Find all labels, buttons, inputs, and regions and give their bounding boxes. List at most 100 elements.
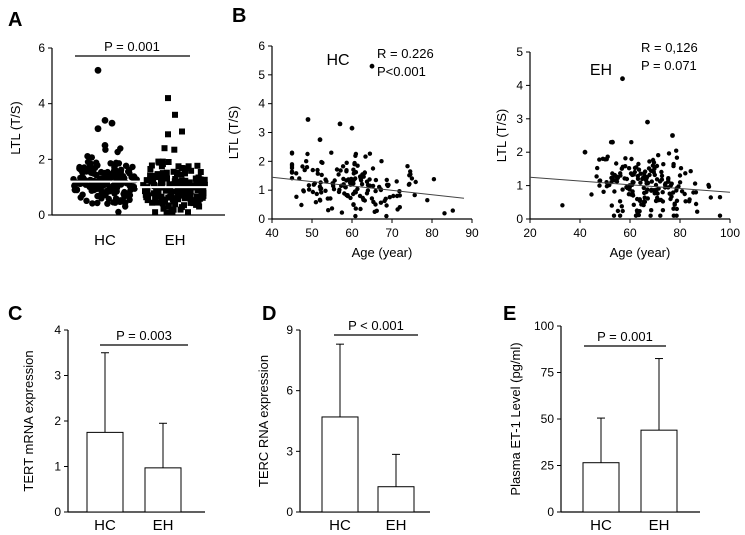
x-tick-label: 100 [720, 226, 740, 240]
bar [377, 486, 415, 513]
data-point [371, 199, 376, 205]
data-point [317, 137, 323, 143]
data-point [310, 189, 316, 195]
data-point [169, 196, 176, 203]
data-point [717, 195, 723, 200]
data-point [300, 164, 305, 169]
data-point [353, 176, 358, 181]
data-point [76, 163, 83, 171]
data-point [649, 208, 654, 213]
bar [86, 431, 124, 513]
y-tick-label: 4 [516, 78, 523, 92]
panel-d-terc-bar-chart: 0 3 6 9 TERC RNA expression HC EH P < 0.001 [256, 318, 430, 534]
data-point [337, 121, 343, 127]
y-tick-label: 0 [547, 505, 554, 519]
stat-label: P<0.001 [377, 64, 426, 79]
data-point [107, 171, 115, 178]
data-point [148, 162, 155, 169]
data-point [200, 186, 207, 193]
data-point [343, 185, 348, 190]
data-point [683, 199, 688, 204]
data-point [582, 149, 588, 155]
data-point [597, 178, 603, 183]
data-point [294, 194, 299, 199]
data-point [678, 166, 684, 171]
data-point [695, 209, 700, 214]
data-point [93, 159, 100, 166]
data-point [609, 175, 614, 181]
data-point [641, 202, 646, 208]
data-point [666, 176, 671, 181]
y-tick-label: 0 [258, 212, 265, 226]
bar [144, 467, 182, 513]
data-point [708, 195, 713, 200]
data-point [113, 195, 120, 203]
data-point [86, 183, 94, 190]
x-tick-label: 80 [425, 226, 439, 240]
data-point [142, 191, 149, 198]
data-point [619, 204, 624, 209]
data-point [617, 199, 623, 204]
data-point [370, 166, 376, 171]
data-point [305, 151, 310, 157]
data-point [378, 200, 384, 205]
data-point [693, 201, 699, 207]
data-point [182, 186, 189, 193]
data-point [149, 199, 156, 206]
data-point [609, 203, 614, 208]
data-point [94, 125, 102, 133]
data-point [340, 164, 346, 169]
y-tick-label: 4 [54, 323, 61, 337]
y-axis-label: LTL (T/S) [8, 101, 23, 154]
data-point [71, 186, 79, 194]
data-point [614, 161, 619, 166]
data-point [679, 189, 685, 194]
y-tick-label: 0 [38, 208, 45, 222]
data-point [655, 191, 660, 196]
data-point [114, 148, 121, 156]
x-axis-label: Age (year) [352, 245, 413, 260]
y-tick-label: 3 [258, 126, 265, 140]
data-point [425, 198, 430, 203]
data-point [165, 202, 172, 209]
stat-label: R = 0.226 [377, 46, 434, 61]
data-point [94, 199, 101, 207]
data-point [622, 176, 627, 181]
data-point [318, 186, 324, 191]
data-point [111, 190, 118, 197]
data-point [397, 205, 402, 210]
x-tick-label: 90 [465, 226, 479, 240]
data-point [359, 182, 365, 187]
trend-line [271, 176, 465, 199]
y-tick-label: 0 [54, 505, 61, 519]
data-point [612, 189, 617, 194]
data-point [129, 163, 136, 171]
data-point [297, 176, 302, 181]
data-point [306, 187, 312, 192]
data-point [140, 182, 147, 189]
data-point [306, 183, 312, 188]
y-tick-label: 3 [286, 444, 293, 458]
data-point [162, 196, 168, 203]
data-point [117, 168, 125, 176]
data-point [345, 193, 350, 198]
x-category-label: HC [590, 517, 612, 534]
data-point [299, 202, 304, 208]
data-point [560, 203, 565, 208]
data-point [193, 201, 200, 208]
data-point [178, 165, 185, 171]
data-point [631, 180, 636, 185]
data-point [674, 206, 679, 212]
data-point [165, 131, 171, 138]
data-point [353, 213, 358, 219]
y-tick-label: 1 [516, 179, 523, 193]
data-point [629, 140, 634, 145]
data-point [672, 202, 677, 207]
data-point [103, 187, 111, 194]
data-point [89, 200, 96, 207]
data-point [318, 198, 323, 203]
data-point [289, 169, 295, 174]
data-point [357, 193, 363, 199]
data-point [320, 160, 325, 165]
data-point [329, 206, 335, 211]
